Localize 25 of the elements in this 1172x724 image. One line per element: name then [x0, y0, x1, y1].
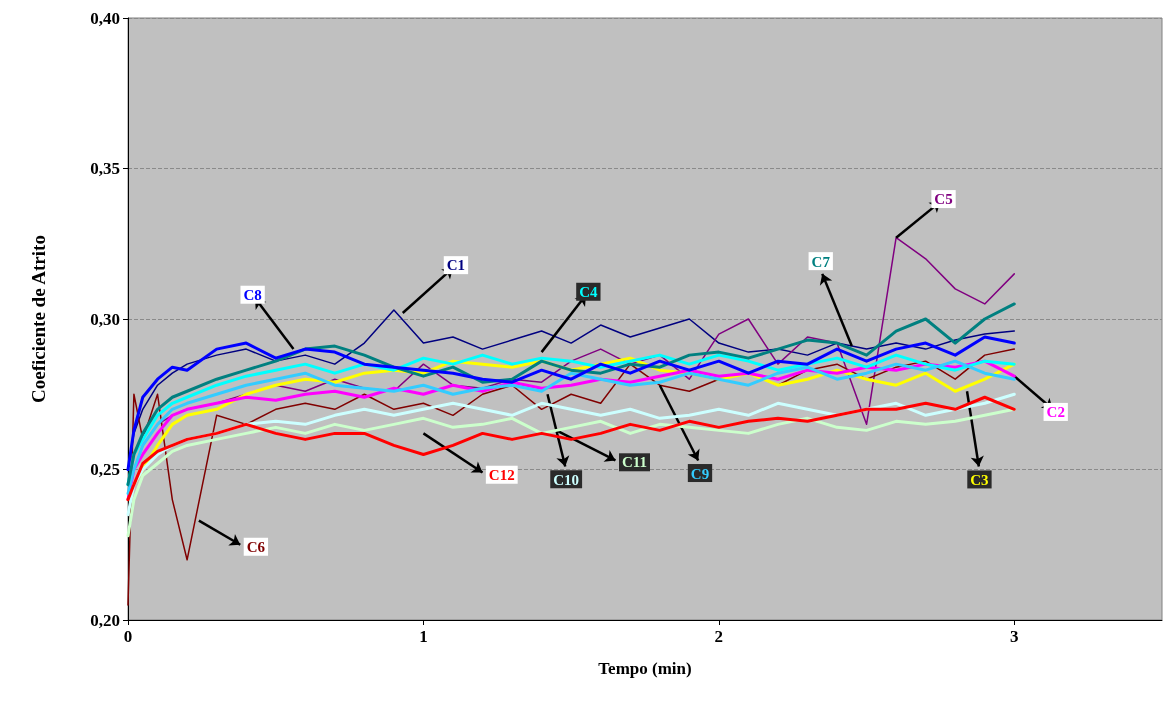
y-tick-label: 0,30	[90, 309, 120, 329]
x-axis-title: Tempo (min)	[598, 659, 692, 678]
series-label: C12	[488, 466, 515, 483]
text: C3	[970, 471, 989, 488]
x-tick-label: 2	[714, 627, 724, 646]
text: C6	[246, 538, 266, 555]
text: C4	[579, 283, 599, 300]
line-series	[126, 335, 1016, 471]
text: C5	[934, 191, 953, 208]
y-tick-label: 0,20	[90, 610, 120, 630]
series-label: C11	[622, 454, 648, 471]
text: C9	[690, 465, 710, 482]
y-tick-label: 0,25	[90, 460, 120, 479]
x-tick-label: 1	[419, 627, 428, 646]
line-series	[126, 407, 1016, 538]
y-tick-label: 0,40	[90, 8, 120, 28]
y-axis-title: Coeficiente de Atrito	[28, 235, 49, 403]
text: C8	[243, 286, 262, 303]
x-tick-label: 0	[123, 627, 133, 646]
text: C10	[553, 471, 580, 488]
y-tick-label: 0,35	[90, 159, 120, 178]
text: C2	[1046, 403, 1065, 420]
text: C7	[811, 253, 831, 270]
x-tick-label: 3	[1010, 627, 1019, 646]
text: C1	[446, 257, 466, 274]
